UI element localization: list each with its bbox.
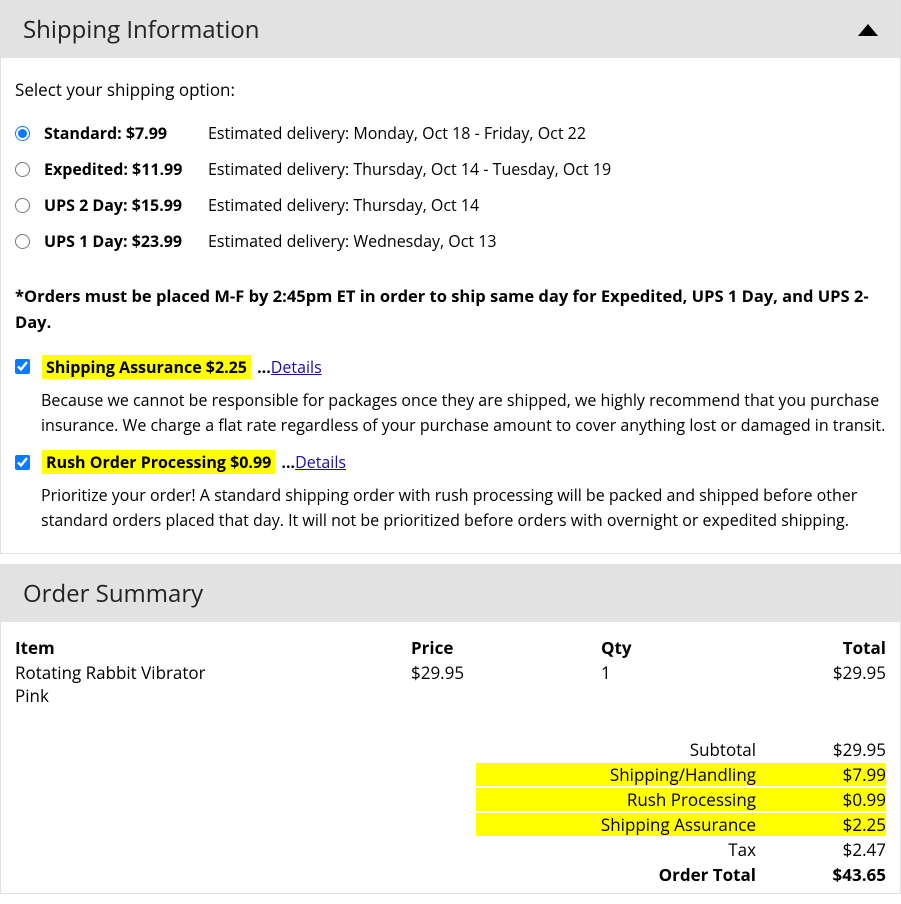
item-price: $29.95 [411, 661, 601, 684]
shipping-body: Select your shipping option: Standard: $… [1, 58, 900, 553]
item-total: $29.95 [741, 661, 886, 684]
ship-option-expedited: Expedited: $11.99 Estimated delivery: Th… [15, 151, 886, 187]
item-qty: 1 [601, 661, 741, 684]
assurance-desc: Because we cannot be responsible for pac… [41, 388, 886, 438]
header-price: Price [411, 636, 601, 659]
tot-subtotal: Subtotal $29.95 [476, 737, 886, 762]
ship-label-ups2: UPS 2 Day: $15.99 [44, 194, 194, 216]
rush-checkbox[interactable] [15, 455, 30, 470]
assurance-ellipsis: ... [257, 356, 271, 378]
ship-label-expedited: Expedited: $11.99 [44, 158, 194, 180]
ship-radio-expedited[interactable] [15, 162, 30, 177]
assurance-checkbox[interactable] [15, 359, 30, 374]
shipping-notice: *Orders must be placed M-F by 2:45pm ET … [15, 283, 886, 336]
shipping-title: Shipping Information [23, 13, 259, 46]
summary-header: Order Summary [1, 565, 900, 622]
summary-headers: Item Price Qty Total [15, 636, 886, 661]
rush-details-link[interactable]: Details [295, 451, 346, 473]
assurance-details-link[interactable]: Details [271, 356, 322, 378]
tot-subtotal-label: Subtotal [476, 738, 766, 761]
tot-final-label: Order Total [476, 863, 766, 886]
tot-tax-label: Tax [476, 838, 766, 861]
ship-option-ups2: UPS 2 Day: $15.99 Estimated delivery: Th… [15, 187, 886, 223]
item-name: Rotating Rabbit Vibrator Pink [15, 661, 411, 707]
ship-est-expedited: Estimated delivery: Thursday, Oct 14 - T… [208, 158, 611, 180]
collapse-up-icon[interactable] [858, 24, 878, 36]
tot-subtotal-val: $29.95 [766, 738, 886, 761]
tot-assurance-val: $2.25 [766, 813, 886, 836]
tot-final-val: $43.65 [766, 863, 886, 886]
tot-shipping-val: $7.99 [766, 763, 886, 786]
rush-head: Rush Order Processing $0.99 ...Details [15, 451, 886, 473]
assurance-head: Shipping Assurance $2.25 ...Details [15, 356, 886, 378]
ship-option-ups1: UPS 1 Day: $23.99 Estimated delivery: We… [15, 223, 886, 259]
line-item-row: Rotating Rabbit Vibrator Pink $29.95 1 $… [15, 661, 886, 707]
item-name-line1: Rotating Rabbit Vibrator [15, 661, 411, 684]
header-item: Item [15, 636, 411, 659]
summary-title: Order Summary [23, 577, 203, 610]
ship-radio-ups2[interactable] [15, 198, 30, 213]
totals-block: Subtotal $29.95 Shipping/Handling $7.99 … [15, 737, 886, 887]
ship-est-ups1: Estimated delivery: Wednesday, Oct 13 [208, 230, 497, 252]
ship-radio-standard[interactable] [15, 126, 30, 141]
tot-assurance: Shipping Assurance $2.25 [476, 812, 886, 837]
summary-panel: Order Summary Item Price Qty Total Rotat… [0, 564, 901, 894]
tot-rush-val: $0.99 [766, 788, 886, 811]
assurance-block: Shipping Assurance $2.25 ...Details Beca… [15, 356, 886, 438]
header-total: Total [741, 636, 886, 659]
tot-final: Order Total $43.65 [476, 862, 886, 887]
rush-desc: Prioritize your order! A standard shippi… [41, 483, 886, 533]
tot-shipping-label: Shipping/Handling [476, 763, 766, 786]
assurance-label: Shipping Assurance $2.25 [42, 355, 251, 379]
ship-label-standard: Standard: $7.99 [44, 122, 194, 144]
summary-body: Item Price Qty Total Rotating Rabbit Vib… [1, 622, 900, 893]
ship-est-standard: Estimated delivery: Monday, Oct 18 - Fri… [208, 122, 586, 144]
ship-radio-ups1[interactable] [15, 234, 30, 249]
rush-label: Rush Order Processing $0.99 [42, 450, 275, 474]
ship-est-ups2: Estimated delivery: Thursday, Oct 14 [208, 194, 479, 216]
shipping-header[interactable]: Shipping Information [1, 1, 900, 58]
tot-rush-label: Rush Processing [476, 788, 766, 811]
tot-assurance-label: Shipping Assurance [476, 813, 766, 836]
tot-tax-val: $2.47 [766, 838, 886, 861]
tot-tax: Tax $2.47 [476, 837, 886, 862]
rush-block: Rush Order Processing $0.99 ...Details P… [15, 451, 886, 533]
header-qty: Qty [601, 636, 741, 659]
totals-table: Subtotal $29.95 Shipping/Handling $7.99 … [476, 737, 886, 887]
shipping-prompt: Select your shipping option: [15, 78, 886, 101]
ship-option-standard: Standard: $7.99 Estimated delivery: Mond… [15, 115, 886, 151]
item-name-line2: Pink [15, 684, 411, 707]
tot-shipping: Shipping/Handling $7.99 [476, 762, 886, 787]
ship-label-ups1: UPS 1 Day: $23.99 [44, 230, 194, 252]
rush-ellipsis: ... [281, 451, 295, 473]
shipping-panel: Shipping Information Select your shippin… [0, 0, 901, 554]
tot-rush: Rush Processing $0.99 [476, 787, 886, 812]
